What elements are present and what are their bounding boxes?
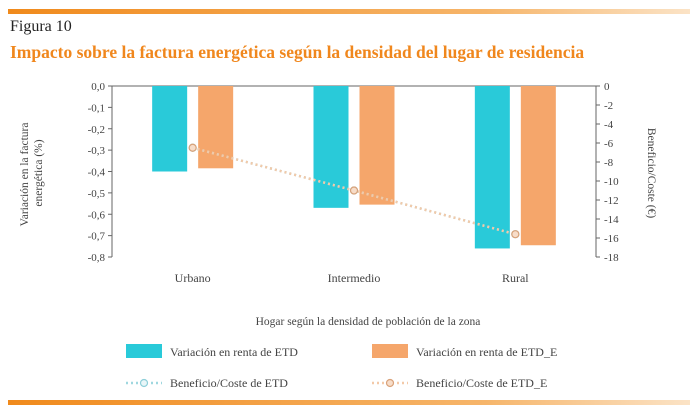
- y-tick-label-right: -12: [604, 195, 619, 207]
- y-tick-label-right: -6: [604, 138, 614, 150]
- y-axis-right-label: Beneficio/Coste (€): [645, 128, 657, 219]
- bar-etd-e: [520, 86, 556, 246]
- x-axis-label: Hogar según la densidad de población de …: [256, 316, 481, 328]
- y-tick-label-left: -0,3: [88, 145, 106, 157]
- y-axis-left-label-line2: energética (%): [33, 139, 45, 206]
- bar-etd-e: [198, 86, 234, 169]
- y-tick-label-right: -2: [604, 100, 613, 112]
- plot-area: 0,0 -0,1 -0,2 -0,3 -0,4 -0,5 -0,6 -0,7 -0,8 0 -2 -4…: [88, 81, 620, 285]
- top-rule: [8, 9, 690, 14]
- y-tick-label-left: -0,4: [88, 167, 106, 179]
- legend-swatch-marker: [139, 378, 149, 388]
- bar-etd: [313, 86, 349, 208]
- legend-swatch-bar: [372, 344, 408, 358]
- y-tick-label-left: -0,8: [88, 252, 106, 264]
- legend-label: Beneficio/Coste de ETD: [170, 376, 288, 390]
- figure-label: Figura 10: [10, 18, 72, 35]
- legend-label: Beneficio/Coste de ETD_E: [416, 376, 547, 390]
- y-tick-label-left: 0,0: [91, 81, 105, 93]
- y-tick-label-left: -0,1: [88, 102, 105, 114]
- y-tick-label-left: -0,7: [88, 231, 106, 243]
- y-tick-label-left: -0,6: [88, 209, 106, 221]
- bottom-rule: [8, 400, 690, 405]
- y-tick-label-right: -10: [604, 176, 619, 188]
- y-axis-left-label: Variación en la factura energética (%): [19, 120, 45, 227]
- y-tick-label-left: -0,5: [88, 188, 106, 200]
- point-etd-e: [188, 143, 197, 152]
- legend-label: Variación en renta de ETD: [170, 345, 298, 359]
- legend: Variación en renta de ETD Variación en re…: [126, 344, 557, 390]
- y-tick-label-right: -4: [604, 119, 614, 131]
- y-tick-label-right: -8: [604, 157, 614, 169]
- bar-etd: [152, 86, 188, 172]
- y-axis-left-label-line1: Variación en la factura: [19, 123, 31, 227]
- y-tick-label-right: -16: [604, 233, 619, 245]
- y-tick-label-right: -14: [604, 214, 619, 226]
- bar-etd: [474, 86, 510, 249]
- x-tick-label: Intermedio: [328, 271, 381, 285]
- legend-swatch-marker: [385, 378, 395, 388]
- bar-etd-e: [359, 86, 395, 205]
- x-tick-label: Urbano: [175, 271, 211, 285]
- x-tick-label: Rural: [502, 271, 529, 285]
- y-tick-label-left: -0,2: [88, 124, 105, 136]
- point-etd-e: [511, 230, 520, 239]
- figure-title: Impacto sobre la factura energética segú…: [10, 42, 585, 62]
- y-tick-label-right: 0: [604, 81, 610, 93]
- point-etd-e: [349, 186, 359, 195]
- legend-label: Variación en renta de ETD_E: [416, 345, 557, 359]
- y-tick-label-right: -18: [604, 252, 619, 264]
- legend-swatch-bar: [126, 344, 162, 358]
